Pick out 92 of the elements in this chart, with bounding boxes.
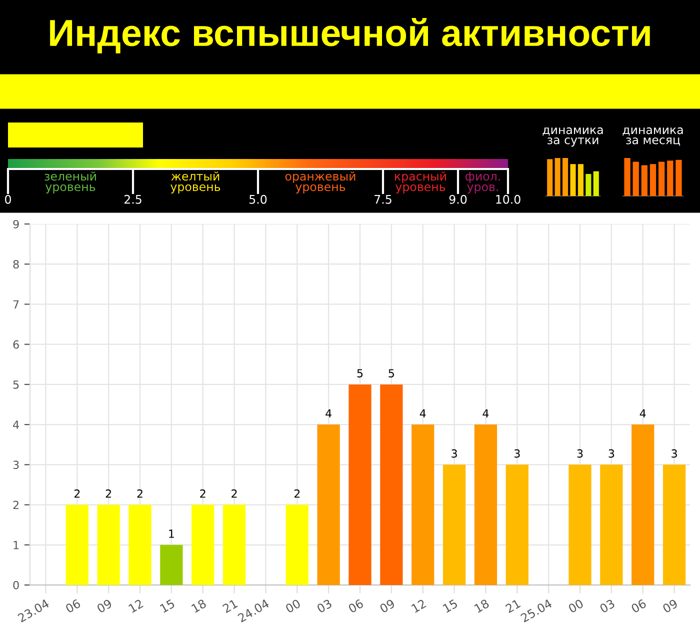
x-tick-label: 10.0	[496, 194, 520, 204]
bar	[578, 164, 584, 196]
data-label: 3	[577, 449, 583, 458]
data-label: 2	[106, 489, 111, 498]
bar	[570, 164, 576, 196]
x-tick-label: 00	[568, 598, 584, 614]
y-tick-label: 9	[13, 220, 19, 228]
bar	[547, 159, 553, 196]
data-label: 5	[388, 369, 394, 378]
x-tick-label: 9.0	[449, 194, 467, 204]
x-tick-label: 06	[348, 598, 364, 614]
chart-title: динамика за сутки	[542, 127, 603, 147]
bar	[593, 171, 599, 196]
x-tick-label: 5.0	[250, 194, 267, 204]
bar	[586, 174, 592, 196]
data-label: 3	[452, 449, 457, 458]
x-tick-label: 03	[316, 598, 332, 614]
x-tick-label: 21	[222, 598, 238, 614]
bar	[286, 504, 308, 585]
text: оранжевый уровень	[285, 172, 356, 194]
bar	[667, 160, 674, 196]
x-tick-label: 15	[160, 599, 176, 613]
bar	[192, 504, 214, 585]
data-label: 4	[482, 409, 489, 418]
x-tick-label: 00	[284, 598, 302, 614]
bar	[676, 160, 682, 196]
data-label: 4	[640, 409, 646, 418]
text: красный уровень	[395, 172, 446, 194]
x-tick-label: 15	[442, 599, 458, 613]
y-tick-label: 2	[13, 500, 18, 509]
data-label: 3	[608, 449, 614, 458]
data-label: 2	[294, 489, 300, 498]
bar	[317, 424, 340, 585]
y-tick-label: 7	[13, 300, 19, 308]
bar	[442, 464, 466, 585]
x-tick-label: 7.5	[374, 195, 392, 204]
x-tick-label: 09	[662, 598, 678, 614]
x-tick-label: 06	[630, 598, 647, 614]
y-tick-label: 1	[14, 541, 19, 550]
data-label: 2	[232, 489, 237, 498]
text: фиол. уров.	[466, 172, 500, 194]
y-tick-label: 3	[13, 460, 19, 470]
bar	[412, 424, 434, 585]
bar	[658, 162, 665, 196]
data-label: 4	[326, 409, 332, 418]
bar	[380, 384, 403, 585]
bar	[222, 504, 246, 585]
bar	[568, 464, 592, 585]
text: желтый уровень	[170, 172, 220, 194]
x-tick-label: 03	[599, 598, 616, 614]
bar	[662, 464, 686, 585]
bar	[506, 464, 528, 585]
y-tick-label: 4	[13, 420, 19, 429]
chart-title: динамика за месяц	[622, 127, 683, 146]
bar	[474, 424, 498, 585]
bar	[650, 164, 656, 196]
x-tick-label: 06	[64, 598, 82, 614]
x-tick-label: 21	[504, 598, 521, 614]
bar	[128, 504, 152, 585]
bar	[632, 424, 654, 585]
data-label: 1	[169, 530, 174, 538]
bar	[562, 158, 568, 196]
data-label: 3	[514, 449, 520, 458]
x-tick-label: 12	[411, 598, 426, 613]
bar	[97, 504, 120, 585]
data-label: 4	[420, 409, 426, 418]
data-label: 3	[672, 449, 677, 458]
x-tick-label: 09	[379, 598, 396, 614]
x-tick-label: 18	[191, 598, 207, 613]
y-tick-label: 6	[13, 340, 19, 349]
x-tick-label: 12	[128, 598, 144, 613]
x-tick-label: 09	[96, 598, 112, 614]
x-tick-label: 2.5	[124, 194, 142, 204]
text: зеленый уровень	[44, 172, 96, 194]
bar	[641, 165, 648, 196]
x-tick-label: 0	[5, 194, 11, 204]
y-tick-label: 8	[13, 260, 19, 268]
bar	[624, 158, 630, 196]
bar	[554, 158, 560, 196]
bar	[348, 384, 372, 585]
bar	[160, 544, 183, 585]
bar	[632, 162, 639, 196]
data-label: 2	[200, 489, 206, 498]
y-tick-label: 0	[13, 580, 19, 590]
x-tick-label: 18	[474, 598, 490, 613]
bar	[66, 504, 88, 585]
bar	[600, 464, 623, 585]
data-label: 2	[74, 489, 80, 498]
data-label: 5	[357, 369, 363, 378]
y-tick-label: 5	[13, 380, 19, 389]
chart-title: Индекс вспышечной активности	[50, 18, 650, 54]
data-label: 2	[137, 489, 142, 498]
